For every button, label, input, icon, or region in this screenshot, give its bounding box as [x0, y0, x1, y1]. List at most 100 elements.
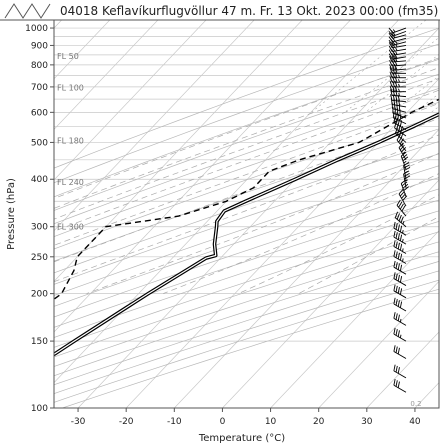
wind-barb	[393, 240, 407, 254]
dry-adiabat	[54, 270, 439, 395]
dry-adiabat	[54, 199, 439, 328]
wind-barb	[393, 221, 407, 236]
wind-barb	[391, 102, 407, 113]
dry-adiabat	[54, 27, 439, 169]
wind-barb	[398, 188, 408, 207]
wind-barb	[394, 211, 407, 228]
x-tick-label: 20	[313, 417, 325, 427]
dry-adiabat	[54, 221, 439, 348]
wind-barb	[393, 250, 407, 264]
chart-title: 04018 Keflavíkurflugvöllur 47 m. Fr. 13 …	[60, 4, 438, 18]
dry-adiabat	[62, 288, 439, 408]
wind-barb	[388, 49, 407, 56]
y-tick-label: 1000	[25, 24, 48, 34]
y-tick-label: 800	[31, 61, 48, 71]
wind-barb	[393, 378, 407, 393]
wind-barb	[389, 59, 407, 67]
wind-barb	[389, 85, 406, 93]
wind-barb	[389, 67, 406, 74]
isotherm-line	[54, 20, 399, 384]
y-tick-label: 200	[31, 290, 48, 300]
x-tick-label: 10	[265, 417, 277, 427]
wind-barb	[389, 63, 407, 71]
wind-barb	[390, 89, 407, 98]
logo-zigzag-icon	[4, 3, 51, 19]
wind-barb	[389, 55, 407, 63]
flight-level-label: FL 300	[57, 223, 84, 232]
moist-adiabat	[54, 134, 439, 283]
mixing-ratio-labels: 0.2	[410, 400, 421, 408]
dewpoint-profile	[54, 98, 439, 301]
flight-level-label: FL 50	[57, 52, 79, 61]
moist-adiabat	[54, 78, 439, 220]
y-tick-label: 900	[31, 41, 48, 51]
flight-level-label: FL 180	[57, 136, 84, 145]
wind-barb	[393, 260, 407, 275]
wind-barb	[393, 230, 407, 245]
x-tick-label: 40	[409, 417, 421, 427]
x-tick-label: -30	[71, 417, 86, 427]
flight-level-labels: FL 300 FL 240 FL 180 FL 100 FL 50	[57, 52, 84, 231]
mixing-ratio-line	[392, 75, 439, 113]
isotherm-line	[366, 331, 439, 408]
x-tick-label: 30	[361, 417, 373, 427]
isotherm-line	[54, 20, 159, 130]
flight-level-label: FL 240	[57, 178, 84, 187]
sounding-profiles	[54, 98, 439, 357]
isotherm-line	[270, 230, 439, 408]
moist-adiabat	[86, 152, 439, 294]
x-tick-label: -10	[167, 417, 182, 427]
moist-adiabat	[54, 117, 439, 263]
wind-barb	[393, 327, 407, 342]
y-tick-label: 250	[31, 253, 48, 263]
wind-barb	[388, 32, 407, 39]
isotherm-line	[318, 280, 439, 408]
dry-adiabat	[54, 279, 439, 403]
wind-barbs	[388, 27, 411, 393]
x-axis-label: Temperature (°C)	[198, 433, 285, 444]
wind-barb	[396, 199, 407, 217]
wind-barb	[389, 80, 406, 88]
isotherm-line	[125, 78, 439, 408]
dry-adiabat	[54, 165, 439, 296]
y-tick-label: 700	[31, 83, 48, 93]
dry-adiabat	[54, 73, 439, 211]
dry-adiabat	[54, 43, 439, 184]
wind-barb	[389, 76, 406, 83]
dry-adiabat	[54, 177, 439, 307]
temperature-profile-inner	[54, 113, 439, 356]
moist-adiabat	[54, 57, 439, 199]
wind-barb	[393, 364, 407, 379]
dry-adiabat	[54, 153, 439, 285]
dry-adiabat	[54, 261, 439, 386]
isotherm-line	[54, 20, 207, 181]
wind-barb	[398, 142, 407, 161]
dry-adiabat	[54, 231, 439, 358]
dry-adiabat	[54, 251, 439, 377]
dry-adiabat	[54, 88, 439, 225]
mixing-ratio-label: 0.2	[410, 400, 421, 408]
y-tick-label: 600	[31, 108, 48, 118]
title-bar	[0, 0, 440, 20]
wind-barb	[388, 52, 407, 60]
isotherm-line	[54, 20, 303, 282]
dry-adiabat	[54, 241, 439, 367]
isotherm-line	[54, 20, 255, 232]
dry-adiabat	[54, 115, 439, 250]
isotherm-line	[77, 27, 439, 408]
wind-barb	[388, 41, 407, 49]
wind-barb	[389, 71, 406, 79]
wind-barb	[393, 312, 407, 326]
dry-adiabat	[54, 188, 439, 318]
y-axis-ticks: 100 150 200 250 300 400 500 600 700 800 900 1000	[25, 24, 54, 414]
wind-barb	[393, 272, 407, 286]
dry-adiabat	[54, 101, 439, 237]
wind-barb	[393, 345, 407, 359]
wind-barb	[388, 39, 407, 46]
dry-adiabat	[54, 141, 439, 274]
y-tick-label: 150	[31, 337, 48, 347]
wind-barb	[392, 111, 407, 125]
x-tick-label: 0	[220, 417, 226, 427]
